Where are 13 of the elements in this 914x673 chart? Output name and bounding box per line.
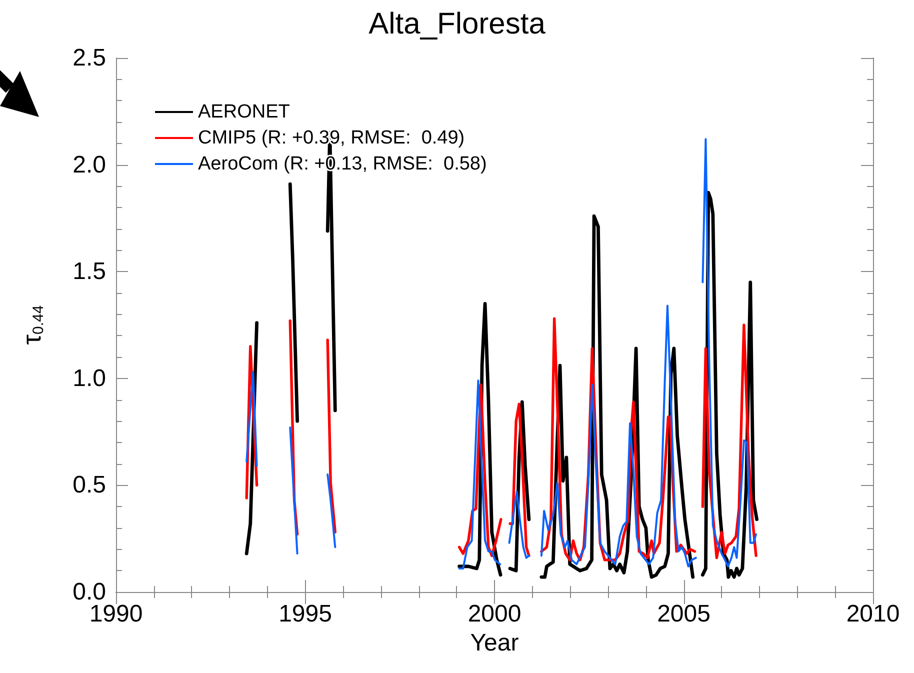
legend-label: AERONET <box>198 102 290 122</box>
x-tick-label: 2005 <box>657 600 710 628</box>
y-tick-label: 0.5 <box>72 472 106 499</box>
y-axis-title: τ0.44 <box>16 305 47 345</box>
y-tick-label: 1.0 <box>72 364 106 392</box>
y-tick-label: 2.5 <box>72 44 106 72</box>
y-tick-label: 1.5 <box>72 258 106 286</box>
x-axis-title: Year <box>470 629 519 656</box>
y-tick-label: 2.0 <box>72 151 106 178</box>
x-tick-label: 1995 <box>278 600 332 628</box>
x-tick-label: 2010 <box>846 600 900 628</box>
x-tick-label: 2000 <box>468 600 522 628</box>
chart-title: Alta_Floresta <box>368 8 546 40</box>
